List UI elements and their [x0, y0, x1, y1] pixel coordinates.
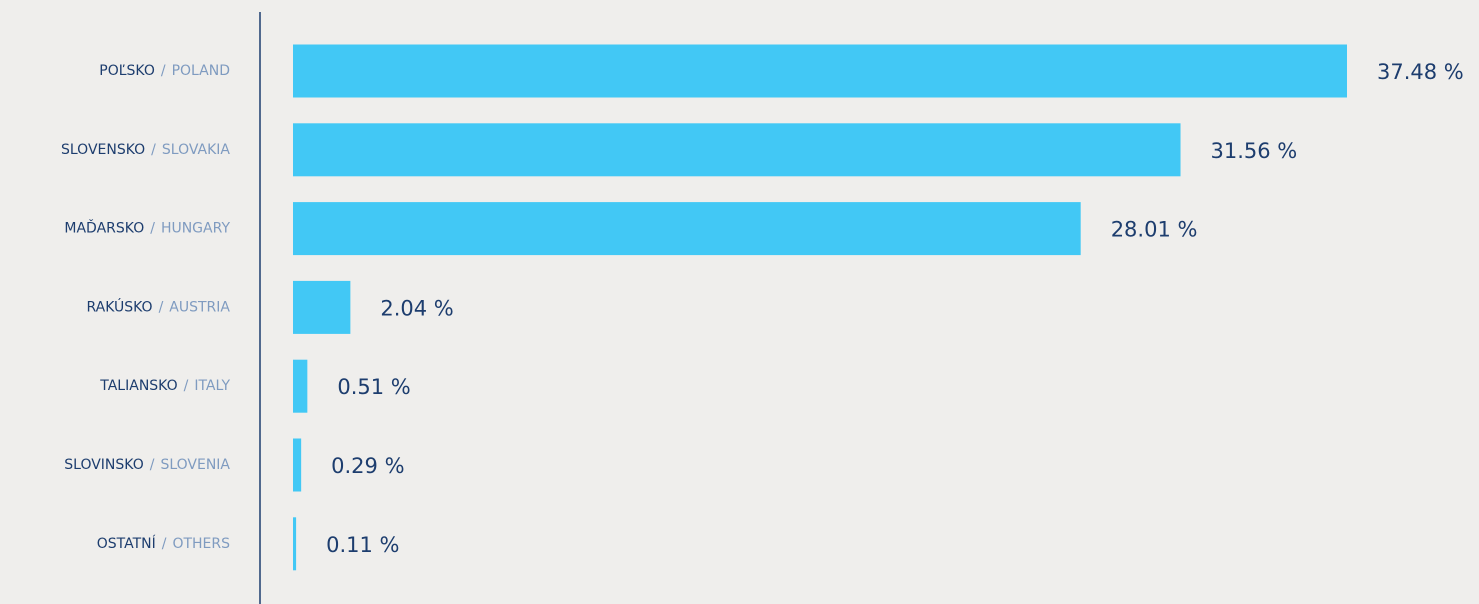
value-label: 0.29 % [331, 454, 404, 478]
separator: / [162, 536, 167, 552]
category-name-en: HUNGARY [161, 221, 231, 237]
value-label: 2.04 % [380, 296, 453, 320]
bar [293, 44, 1347, 98]
category-label: POĽSKO / POLAND [99, 63, 230, 79]
category-label: MAĎARSKO / HUNGARY [64, 219, 230, 237]
value-label: 37.48 % [1377, 60, 1464, 84]
bar [293, 359, 308, 413]
category-name: POĽSKO [99, 63, 155, 79]
bar [293, 438, 302, 492]
separator: / [151, 142, 156, 158]
category-label: OSTATNÍ / OTHERS [97, 535, 230, 552]
category-name-en: OTHERS [172, 536, 230, 552]
separator: / [150, 457, 155, 473]
category-label: SLOVENSKO / SLOVAKIA [61, 142, 230, 158]
bar [293, 280, 351, 334]
bar [293, 123, 1181, 177]
category-name: SLOVENSKO [61, 142, 145, 158]
value-label: 31.56 % [1211, 139, 1298, 163]
category-name: TALIANSKO [99, 378, 177, 394]
bar [293, 517, 297, 571]
value-label: 0.11 % [326, 533, 399, 557]
category-label: SLOVINSKO / SLOVENIA [64, 457, 230, 473]
category-name: SLOVINSKO [64, 457, 143, 473]
category-name-en: AUSTRIA [169, 299, 230, 315]
value-label: 0.51 % [337, 375, 410, 399]
separator: / [159, 299, 164, 315]
value-label: 28.01 % [1111, 218, 1198, 242]
separator: / [161, 63, 166, 79]
category-name: RAKÚSKO [86, 297, 152, 315]
category-name: OSTATNÍ [97, 535, 156, 552]
category-name-en: SLOVENIA [160, 457, 230, 473]
separator: / [184, 378, 189, 394]
category-name-en: ITALY [194, 378, 230, 394]
bar [293, 202, 1081, 256]
category-name-en: SLOVAKIA [162, 142, 231, 158]
separator: / [150, 221, 155, 237]
category-name-en: POLAND [172, 63, 230, 79]
category-name: MAĎARSKO [64, 219, 144, 237]
category-label: TALIANSKO / ITALY [99, 378, 230, 394]
category-label: RAKÚSKO / AUSTRIA [86, 297, 230, 315]
